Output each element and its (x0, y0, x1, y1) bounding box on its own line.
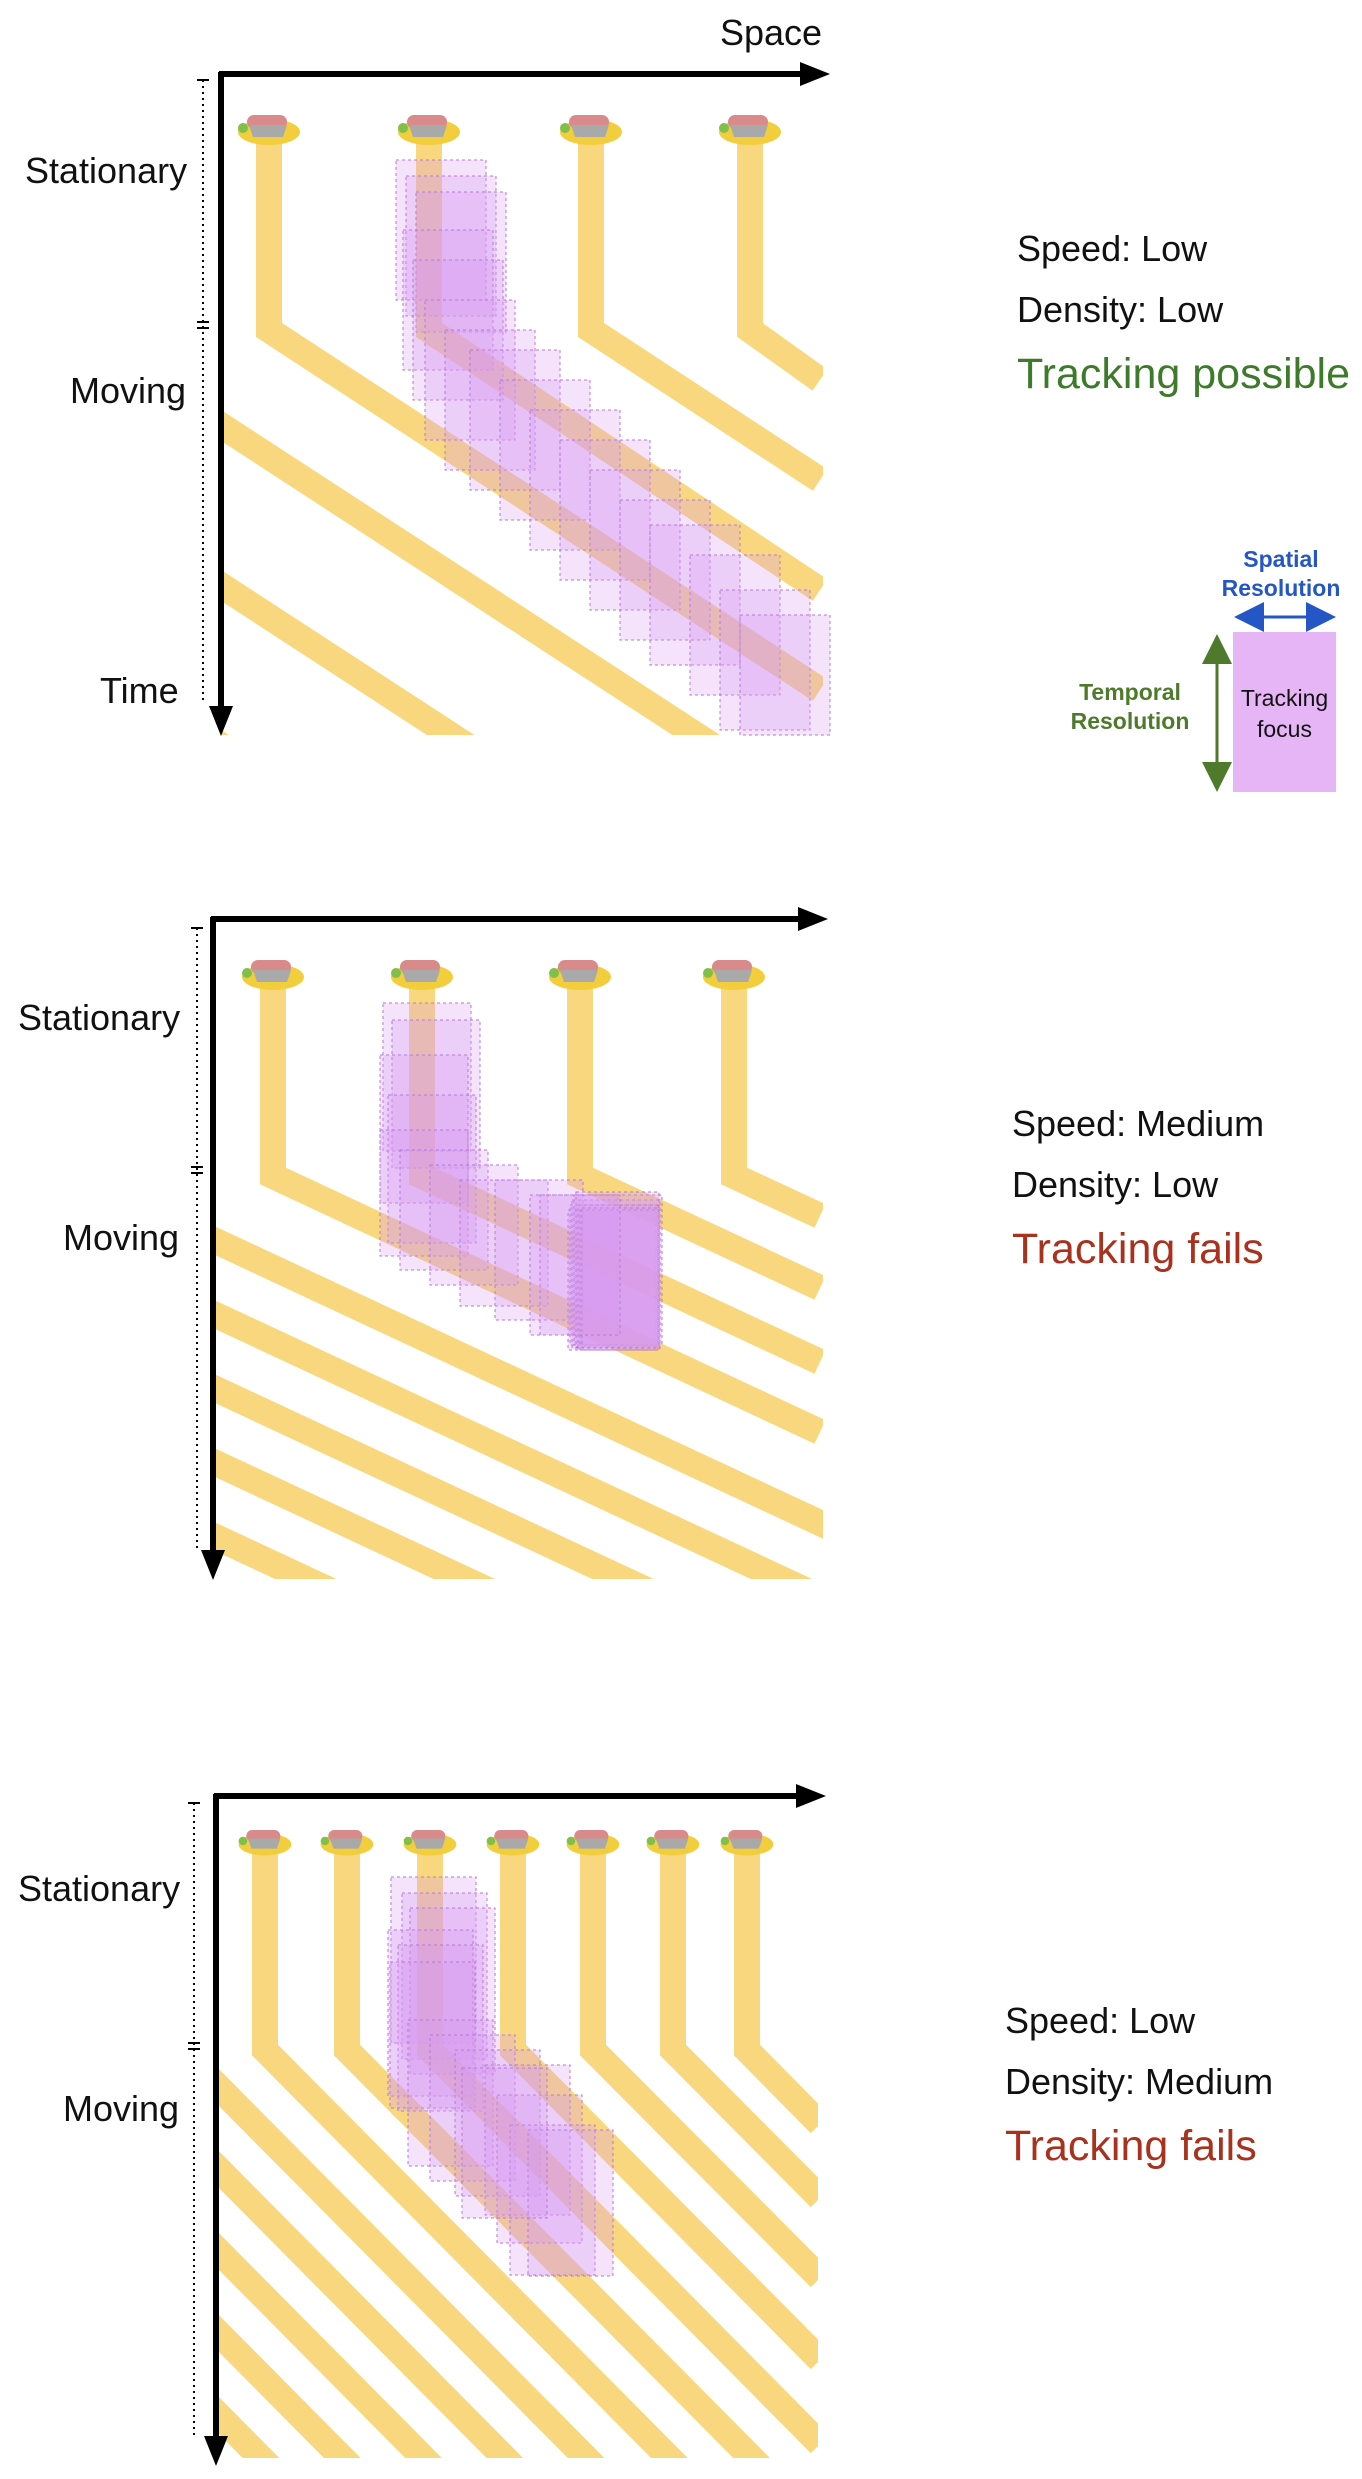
sushi-plate-icon (720, 1829, 774, 1856)
lane (721, 975, 823, 1228)
lane (215, 1448, 496, 1579)
panel-2 (100, 907, 1000, 1977)
panel-2-axes (191, 907, 828, 1580)
moving-label: Moving (63, 2088, 180, 2129)
panel-1-lanes (221, 130, 823, 735)
lane (256, 130, 823, 701)
sushi-plate-icon (238, 1829, 292, 1856)
time-axis-arrowhead (209, 706, 233, 736)
panel-3-lanes (218, 1848, 818, 2458)
lane (334, 1848, 770, 2458)
stationary-label: Stationary (18, 1868, 181, 1909)
panel-2-plates (242, 960, 765, 990)
speed-text: Speed: Low (1005, 2000, 1196, 2041)
lane (578, 130, 823, 491)
density-text: Density: Medium (1005, 2061, 1274, 2102)
sushi-plate-icon (398, 115, 460, 145)
time-axis-arrowhead (204, 2436, 228, 2466)
lane (218, 2314, 361, 2458)
sushi-plate-icon (486, 1829, 540, 1856)
panel-1-focus-path (395, 159, 831, 736)
stationary-label: Stationary (25, 150, 188, 191)
spatial-resolution-label: Spatial Resolution (1221, 546, 1341, 601)
sushi-plate-icon (238, 115, 300, 145)
legend (1202, 602, 1336, 792)
sushi-plate-icon (549, 960, 611, 990)
lane (416, 130, 823, 601)
lane (567, 975, 823, 1300)
tracking-focus-label: Tracking focus (1240, 685, 1329, 742)
lane (737, 130, 823, 391)
sushi-plate-icon (403, 1829, 457, 1856)
panel-3-plates (238, 1829, 774, 1856)
sushi-plate-icon (242, 960, 304, 990)
panel-3-axes (188, 1784, 826, 2466)
time-axis-label: Time (100, 670, 179, 711)
panel-1 (197, 62, 831, 736)
panel-1-plates (238, 115, 781, 145)
panel-3 (188, 1784, 826, 2466)
lane (218, 2150, 524, 2458)
panel-2-focus-path (379, 1002, 663, 1351)
result-text: Tracking fails (1005, 2122, 1257, 2170)
density-text: Density: Low (1012, 1164, 1219, 1205)
sushi-plate-icon (646, 1829, 700, 1856)
space-axis-arrowhead (800, 62, 830, 86)
result-text: Tracking possible (1017, 350, 1350, 398)
lane (252, 1848, 688, 2458)
panel-2-lanes (100, 975, 1000, 1977)
result-text: Tracking fails (1012, 1225, 1264, 1273)
sushi-plate-icon (566, 1829, 620, 1856)
speed-text: Speed: Medium (1012, 1103, 1265, 1144)
space-axis-label: Space (720, 12, 823, 53)
lane (409, 975, 823, 1374)
lane (218, 2232, 442, 2458)
speed-text: Speed: Low (1017, 228, 1208, 269)
lane (215, 1226, 823, 1539)
lane (221, 409, 720, 735)
stationary-label: Stationary (18, 997, 181, 1038)
lane (215, 1374, 654, 1579)
lane (221, 569, 475, 735)
lane (100, 1557, 1000, 1977)
moving-label: Moving (70, 370, 187, 411)
moving-label: Moving (63, 1217, 180, 1258)
lane (500, 1848, 818, 2370)
temporal-resolution-label: Temporal Resolution (1070, 679, 1190, 734)
legend-tracking-focus-box (1233, 632, 1336, 792)
panel-3-focus-path (387, 1876, 614, 2277)
sushi-plate-icon (391, 960, 453, 990)
time-axis-arrowhead (201, 1550, 225, 1580)
sushi-plate-icon (703, 960, 765, 990)
lane (218, 2068, 605, 2458)
lane (580, 1848, 818, 2288)
sushi-plate-icon (320, 1829, 374, 1856)
sushi-plate-icon (560, 115, 622, 145)
lane (660, 1848, 818, 2208)
sushi-plate-icon (719, 115, 781, 145)
lane (215, 1522, 337, 1579)
space-axis-arrowhead (796, 1784, 826, 1808)
lane (221, 729, 229, 735)
lane (734, 1848, 818, 2134)
panel-1-axes (197, 62, 830, 736)
density-text: Density: Low (1017, 289, 1224, 330)
space-axis-arrowhead (798, 907, 828, 931)
lane (215, 1300, 813, 1579)
